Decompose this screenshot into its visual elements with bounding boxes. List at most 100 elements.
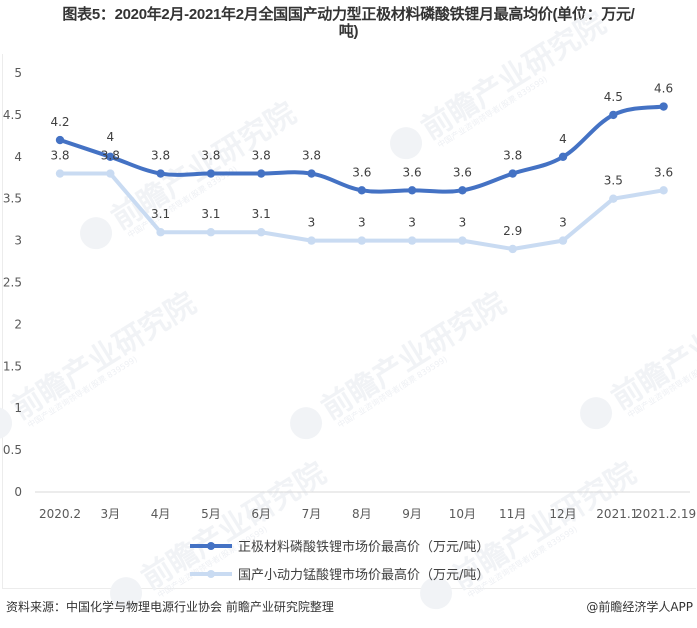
y-tick-label: 0 bbox=[14, 485, 22, 499]
data-point-marker bbox=[257, 228, 266, 237]
x-tick-label: 8月 bbox=[352, 507, 372, 521]
x-tick-label: 7月 bbox=[302, 507, 322, 521]
y-tick-label: 5 bbox=[14, 66, 22, 80]
data-point-marker bbox=[156, 228, 165, 237]
data-point-marker bbox=[458, 236, 467, 245]
data-point-marker bbox=[55, 135, 65, 145]
data-point-marker bbox=[156, 169, 165, 178]
data-point-marker bbox=[558, 152, 568, 161]
data-label: 3.8 bbox=[252, 149, 271, 163]
data-point-marker bbox=[106, 169, 115, 178]
data-point-marker bbox=[659, 102, 668, 111]
data-point-marker bbox=[558, 236, 568, 245]
y-tick-label: 4 bbox=[14, 150, 22, 164]
data-label: 3.8 bbox=[101, 149, 120, 163]
x-tick-label: 10月 bbox=[449, 507, 476, 521]
x-tick-label: 11月 bbox=[499, 507, 526, 521]
data-label: 3.6 bbox=[654, 165, 673, 179]
legend-marker bbox=[207, 542, 215, 550]
x-tick-label: 3月 bbox=[100, 507, 120, 521]
data-label: 4.2 bbox=[50, 115, 69, 129]
legend-marker bbox=[207, 570, 215, 578]
chart-title-line2: 吨) bbox=[338, 23, 359, 40]
data-point-marker bbox=[609, 110, 618, 120]
x-tick-label: 2021.1 bbox=[596, 507, 638, 521]
svg-text:前瞻产业研究院: 前瞻产业研究院 bbox=[316, 286, 513, 427]
chart-title-line1: 图表5：2020年2月-2021年2月全国国产动力型正极材料磷酸铁锂月最高均价(… bbox=[62, 6, 635, 23]
data-point-marker bbox=[307, 236, 316, 245]
legend: 正极材料磷酸铁锂市场价最高价（万元/吨） 国产小动力锰酸锂市场价最高价（万元/吨） bbox=[190, 539, 489, 583]
data-point-marker bbox=[407, 186, 417, 195]
data-label: 3 bbox=[459, 216, 467, 230]
data-point-marker bbox=[55, 169, 65, 178]
data-label: 2.9 bbox=[503, 224, 522, 238]
data-point-marker bbox=[106, 152, 115, 161]
data-label: 4 bbox=[559, 132, 567, 146]
x-tick-label: 2021.2.19 bbox=[635, 507, 696, 521]
data-point-marker bbox=[458, 186, 467, 195]
data-point-marker bbox=[508, 169, 517, 178]
x-tick-label: 9月 bbox=[402, 507, 422, 521]
y-tick-label: 2.5 bbox=[3, 276, 22, 290]
chart-title: 图表5：2020年2月-2021年2月全国国产动力型正极材料磷酸铁锂月最高均价(… bbox=[0, 6, 697, 40]
chart-frame bbox=[2, 54, 696, 589]
data-label: 3 bbox=[408, 216, 416, 230]
data-point-marker bbox=[357, 236, 366, 245]
data-label: 3 bbox=[358, 216, 366, 230]
data-label: 3.1 bbox=[151, 207, 170, 221]
x-tick-label: 2020.2 bbox=[39, 507, 81, 521]
data-label: 3 bbox=[308, 216, 316, 230]
source-note: 资料来源：中国化学与物理电源行业协会 前瞻产业研究院整理 bbox=[6, 600, 334, 614]
data-label: 3.5 bbox=[604, 174, 623, 188]
data-point-marker bbox=[206, 228, 216, 237]
data-point-marker bbox=[257, 169, 266, 178]
credit-note: @前瞻经济学人APP bbox=[586, 600, 693, 614]
x-tick-label: 4月 bbox=[151, 507, 171, 521]
legend-label: 正极材料磷酸铁锂市场价最高价（万元/吨） bbox=[238, 539, 489, 555]
data-label: 3.1 bbox=[201, 207, 220, 221]
svg-text:前瞻产业研究院: 前瞻产业研究院 bbox=[416, 6, 613, 147]
y-tick-label: 3 bbox=[14, 234, 22, 248]
svg-text:前瞻产业研究院: 前瞻产业研究院 bbox=[6, 286, 203, 427]
y-tick-label: 3.5 bbox=[3, 192, 22, 206]
data-label: 3.6 bbox=[453, 165, 472, 179]
data-label: 3 bbox=[559, 216, 567, 230]
data-label: 3.8 bbox=[50, 149, 69, 163]
data-label: 4.5 bbox=[604, 90, 623, 104]
x-tick-label: 6月 bbox=[251, 507, 271, 521]
x-tick-label: 5月 bbox=[201, 507, 221, 521]
y-tick-label: 4.5 bbox=[3, 108, 22, 122]
data-point-marker bbox=[307, 169, 316, 178]
data-point-marker bbox=[609, 194, 618, 203]
data-label: 3.8 bbox=[302, 149, 321, 163]
data-label: 3.6 bbox=[352, 165, 371, 179]
data-label: 3.8 bbox=[151, 149, 170, 163]
data-label: 3.1 bbox=[252, 207, 271, 221]
data-label: 3.6 bbox=[403, 165, 422, 179]
x-tick-label: 12月 bbox=[549, 507, 576, 521]
data-point-marker bbox=[357, 186, 366, 195]
data-point-marker bbox=[206, 169, 216, 178]
data-point-marker bbox=[407, 236, 417, 245]
x-axis: 2020.2 3月 4月 5月 6月 7月 8月 9月 10月 11月 12月 2021.12021.… bbox=[39, 507, 696, 521]
data-label: 3.8 bbox=[201, 149, 220, 163]
data-label: 4.6 bbox=[654, 82, 673, 96]
data-point-marker bbox=[508, 244, 517, 254]
legend-label: 国产小动力锰酸锂市场价最高价（万元/吨） bbox=[238, 567, 489, 583]
data-label: 4 bbox=[106, 130, 114, 144]
y-tick-label: 1.5 bbox=[3, 359, 22, 373]
y-tick-label: 1 bbox=[14, 401, 22, 415]
data-point-marker bbox=[659, 186, 668, 195]
y-tick-label: 2 bbox=[14, 317, 22, 331]
data-label: 3.8 bbox=[503, 149, 522, 163]
series-layer bbox=[55, 102, 668, 254]
y-axis: 0 0.5 1 1.5 2 2.5 3 3.5 4 4.5 5 bbox=[3, 66, 22, 499]
y-tick-label: 0.5 bbox=[3, 443, 22, 457]
